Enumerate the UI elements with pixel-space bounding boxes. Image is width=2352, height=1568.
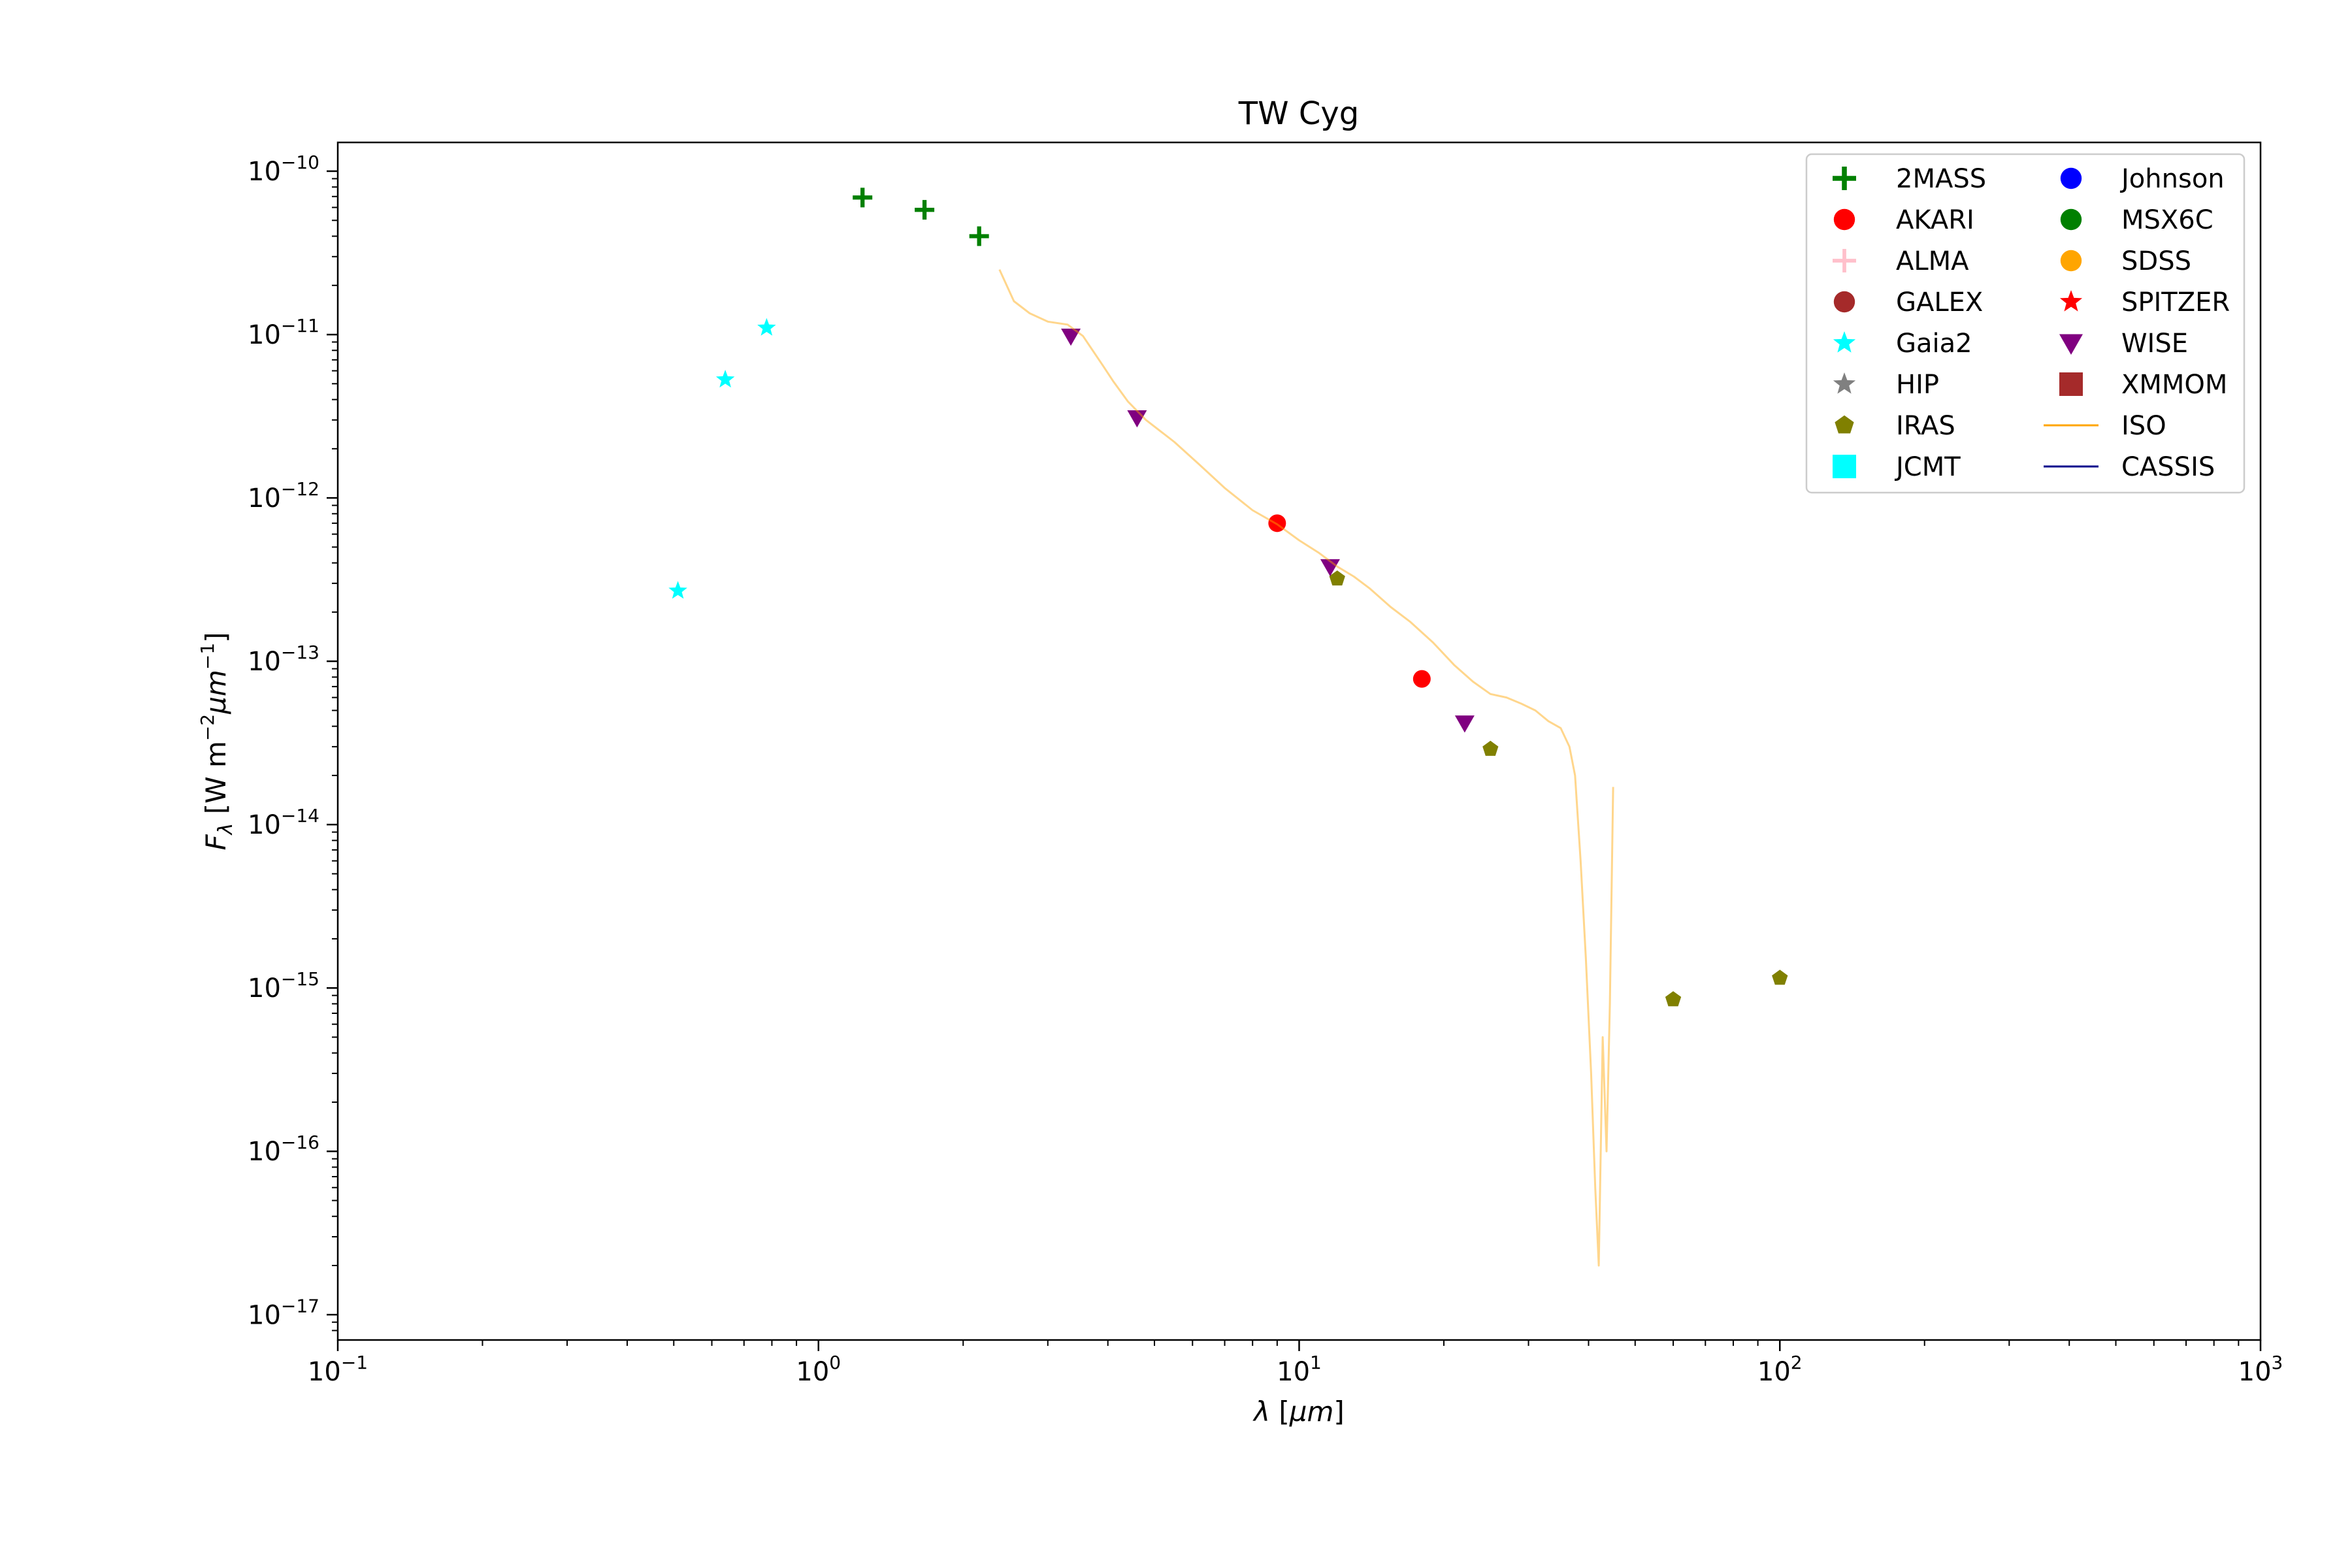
legend-label-2mass: 2MASS (1896, 164, 1986, 194)
data-point-iras-2 (1482, 740, 1499, 756)
y-tick-label-7: 10−16 (248, 1132, 319, 1167)
legend-label-cassis: CASSIS (2121, 452, 2215, 482)
y-tick-label-1: 10−10 (248, 152, 319, 187)
y-tick-label-4: 10−13 (248, 642, 319, 677)
legend-label-iso: ISO (2121, 411, 2166, 441)
legend-item-msx6c: MSX6C (2060, 205, 2213, 235)
legend-marker-johnson (2060, 167, 2082, 189)
series-line-iso (998, 269, 1614, 1267)
legend-marker-wise (2059, 334, 2083, 355)
legend-item-sdss: SDSS (2060, 246, 2191, 276)
legend-marker-spitzer (2059, 290, 2083, 312)
legend-item-xmmom: XMMOM (2059, 370, 2227, 400)
legend-marker-hip (1833, 372, 1856, 394)
legend-marker-xmmom (2059, 372, 2083, 396)
y-tick-label-3: 10−12 (248, 478, 319, 514)
x-tick-label-2: 100 (796, 1352, 841, 1387)
y-tick-label-8: 10−17 (248, 1295, 319, 1330)
legend-item-johnson: Johnson (2060, 164, 2225, 194)
legend-marker-jcmt (1833, 455, 1856, 478)
legend-item-galex: GALEX (1833, 287, 1983, 318)
legend-item-jcmt: JCMT (1833, 452, 1961, 482)
data-point-wise-3 (1320, 559, 1340, 577)
legend-marker-alma (1833, 249, 1857, 272)
legend-label-akari: AKARI (1896, 205, 1974, 235)
legend: 2MASS AKARI ALMA GALEX Gaia2 HIP IRAS JCMT Johns… (1805, 153, 2246, 494)
legend-label-msx6c: MSX6C (2121, 205, 2213, 235)
data-point-gaia2-2 (715, 370, 735, 388)
legend-item-akari: AKARI (1833, 205, 1974, 235)
legend-label-galex: GALEX (1896, 287, 1983, 318)
legend-label-sdss: SDSS (2121, 246, 2191, 276)
legend-item-gaia2: Gaia2 (1833, 329, 1972, 359)
data-point-iras-1 (1329, 570, 1345, 586)
legend-box (1805, 153, 2246, 494)
y-tick-label-2: 10−11 (248, 315, 319, 350)
legend-item-iras: IRAS (1835, 411, 1955, 441)
legend-item-wise: WISE (2059, 329, 2188, 359)
data-point-wise-2 (1127, 410, 1147, 428)
y-axis-label: Fλ [W m−2μm−1] (197, 632, 237, 850)
legend-marker-sdss (2060, 250, 2082, 272)
chart-title: TW Cyg (1238, 95, 1359, 132)
legend-marker-akari (1833, 208, 1855, 231)
data-point-iras-3 (1665, 991, 1682, 1007)
x-axis-label-text: λ [μm] (1252, 1396, 1345, 1428)
legend-item-2mass: 2MASS (1833, 164, 1986, 194)
data-point-2mass-1 (853, 188, 873, 208)
x-tick-label-5: 103 (2238, 1352, 2283, 1387)
data-point-iras-4 (1772, 970, 1788, 985)
data-point-wise-4 (1454, 715, 1475, 733)
legend-item-alma: ALMA (1833, 246, 1969, 276)
legend-item-spitzer: SPITZER (2059, 287, 2230, 318)
legend-label-jcmt: JCMT (1894, 452, 1961, 482)
y-tick-label-6: 10−15 (248, 968, 319, 1004)
axes: 10−1 100 101 102 103 10−10 10−11 10−12 10−13 10−1… (248, 152, 2283, 1387)
legend-marker-2mass (1833, 167, 1856, 190)
legend-label-hip: HIP (1896, 370, 1939, 400)
legend-marker-gaia2 (1833, 331, 1856, 353)
data-point-gaia2-1 (668, 581, 687, 599)
legend-label-gaia2: Gaia2 (1896, 329, 1972, 359)
legend-label-spitzer: SPITZER (2121, 287, 2230, 318)
data-point-2mass-2 (915, 200, 935, 220)
data-point-wise-1 (1061, 329, 1081, 346)
data-point-akari-1 (1268, 514, 1286, 532)
y-tick-label-5: 10−14 (248, 805, 319, 840)
x-tick-label-1: 10−1 (308, 1352, 368, 1387)
legend-item-iso: ISO (2044, 411, 2166, 441)
legend-marker-iras (1835, 415, 1854, 434)
legend-marker-galex (1833, 291, 1855, 313)
legend-label-xmmom: XMMOM (2121, 370, 2227, 400)
legend-label-alma: ALMA (1896, 246, 1969, 276)
y-axis-label-text: Fλ [W m−2μm−1] (197, 632, 237, 850)
data-point-2mass-3 (969, 226, 989, 246)
x-tick-label-4: 102 (1757, 1352, 1803, 1387)
legend-label-iras: IRAS (1896, 411, 1955, 441)
plot-area (668, 188, 1788, 1267)
x-axis-label: λ [μm] (1252, 1396, 1345, 1428)
legend-label-johnson: Johnson (2119, 164, 2225, 194)
legend-item-cassis: CASSIS (2044, 452, 2215, 482)
x-tick-label-3: 101 (1277, 1352, 1322, 1387)
legend-label-wise: WISE (2121, 329, 2188, 359)
legend-marker-msx6c (2060, 208, 2082, 231)
data-point-gaia2-3 (757, 318, 776, 336)
data-point-akari-2 (1413, 670, 1431, 688)
legend-item-hip: HIP (1833, 370, 1939, 400)
